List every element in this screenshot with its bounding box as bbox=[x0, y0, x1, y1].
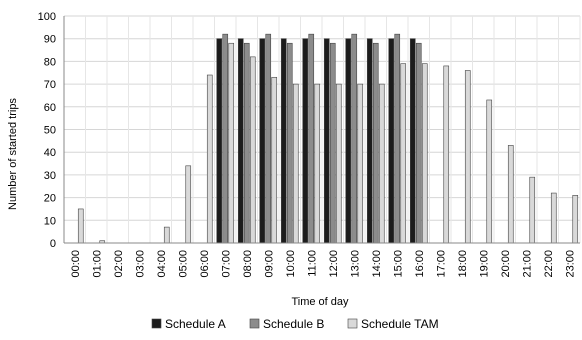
bar-schedule-tam bbox=[443, 65, 450, 244]
gridlines bbox=[63, 15, 581, 244]
legend-swatch bbox=[347, 318, 358, 329]
x-tick-label: 01:00 bbox=[91, 250, 103, 278]
x-tick-label: 21:00 bbox=[521, 250, 533, 278]
bar-schedule-tam bbox=[529, 176, 536, 244]
x-tick-label: 23:00 bbox=[564, 250, 576, 278]
bar-schedule-tam bbox=[335, 83, 342, 244]
x-tick-label: 02:00 bbox=[113, 250, 125, 278]
y-axis-title: Number of started trips bbox=[7, 98, 19, 210]
bar-schedule-tam bbox=[464, 70, 471, 244]
y-tick-label: 100 bbox=[38, 11, 56, 23]
x-tick-label: 06:00 bbox=[199, 250, 211, 278]
bar-schedule-tam bbox=[421, 63, 428, 244]
legend-label: Schedule TAM bbox=[361, 317, 439, 331]
bars bbox=[77, 33, 579, 244]
x-tick-labels: 00:00 01:00 02:00 03:00 04:00 05:00 06:00 07:00… bbox=[70, 250, 577, 278]
bar-schedule-b bbox=[265, 33, 272, 244]
y-tick-label: 0 bbox=[50, 238, 56, 250]
y-tick-labels: 0 10 20 30 40 50 60 70 80 90 100 bbox=[38, 11, 56, 250]
bar-schedule-a bbox=[259, 38, 266, 244]
x-axis-title: Time of day bbox=[291, 296, 349, 308]
bar-schedule-tam bbox=[228, 42, 235, 244]
legend-label: Schedule A bbox=[165, 317, 226, 331]
y-tick-label: 20 bbox=[44, 193, 56, 205]
bar-schedule-tam bbox=[185, 165, 192, 244]
bar-schedule-tam bbox=[357, 83, 364, 244]
bar-schedule-b bbox=[351, 33, 358, 244]
y-tick-label: 40 bbox=[44, 147, 56, 159]
bar-schedule-tam bbox=[378, 83, 385, 244]
bar-schedule-a bbox=[323, 38, 330, 244]
bar-schedule-tam bbox=[486, 99, 493, 244]
bar-schedule-tam bbox=[292, 83, 299, 244]
x-tick-label: 05:00 bbox=[177, 250, 189, 278]
y-tick-label: 90 bbox=[44, 34, 56, 46]
bar-schedule-b bbox=[415, 42, 422, 244]
bar-schedule-a bbox=[345, 38, 352, 244]
x-tick-label: 00:00 bbox=[70, 250, 82, 278]
axes bbox=[63, 16, 580, 244]
bar-schedule-tam bbox=[572, 195, 579, 244]
x-tick-label: 17:00 bbox=[435, 250, 447, 278]
bar-schedule-b bbox=[308, 33, 315, 244]
bar-schedule-tam bbox=[550, 192, 557, 244]
bar-schedule-tam bbox=[400, 63, 407, 244]
legend: Schedule A Schedule B Schedule TAM bbox=[151, 317, 439, 331]
x-tick-label: 08:00 bbox=[242, 250, 254, 278]
bar-schedule-a bbox=[388, 38, 395, 244]
y-tick-label: 60 bbox=[44, 102, 56, 114]
bar-schedule-b bbox=[394, 33, 401, 244]
y-tick-label: 10 bbox=[44, 215, 56, 227]
x-tick-label: 20:00 bbox=[500, 250, 512, 278]
x-tick-label: 19:00 bbox=[478, 250, 490, 278]
bar-schedule-a bbox=[237, 38, 244, 244]
x-tick-label: 03:00 bbox=[134, 250, 146, 278]
legend-swatch bbox=[151, 318, 162, 329]
bar-schedule-a bbox=[409, 38, 416, 244]
bar-schedule-a bbox=[366, 38, 373, 244]
x-tick-label: 09:00 bbox=[263, 250, 275, 278]
x-tick-label: 11:00 bbox=[306, 250, 318, 277]
bar-schedule-tam bbox=[314, 83, 321, 244]
y-tick-label: 70 bbox=[44, 79, 56, 91]
x-tick-label: 18:00 bbox=[457, 250, 469, 278]
x-tick-label: 22:00 bbox=[543, 250, 555, 278]
legend-swatch bbox=[249, 318, 260, 329]
bar-schedule-b bbox=[222, 33, 229, 244]
y-tick-label: 80 bbox=[44, 56, 56, 68]
x-tick-label: 13:00 bbox=[349, 250, 361, 278]
y-tick-label: 30 bbox=[44, 170, 56, 182]
legend-label: Schedule B bbox=[263, 317, 324, 331]
bar-schedule-a bbox=[280, 38, 287, 244]
bar-schedule-tam bbox=[271, 76, 278, 244]
bar-schedule-tam bbox=[163, 226, 170, 244]
bar-schedule-tam bbox=[77, 208, 84, 244]
bar-schedule-b bbox=[372, 42, 379, 244]
bar-schedule-tam bbox=[249, 56, 256, 244]
bar-schedule-b bbox=[286, 42, 293, 244]
bar-schedule-b bbox=[243, 42, 250, 244]
x-tick-label: 16:00 bbox=[414, 250, 426, 278]
x-tick-label: 07:00 bbox=[220, 250, 232, 278]
x-tick-label: 12:00 bbox=[328, 250, 340, 278]
x-tick-label: 15:00 bbox=[392, 250, 404, 278]
bar-schedule-tam bbox=[206, 74, 213, 244]
bar-schedule-a bbox=[302, 38, 309, 244]
x-tick-label: 14:00 bbox=[371, 250, 383, 278]
x-tick-label: 04:00 bbox=[156, 250, 168, 278]
bar-schedule-a bbox=[216, 38, 223, 244]
x-tick-label: 10:00 bbox=[285, 250, 297, 278]
bar-schedule-tam bbox=[507, 145, 514, 244]
y-tick-label: 50 bbox=[44, 125, 56, 137]
bar-schedule-b bbox=[329, 42, 336, 244]
